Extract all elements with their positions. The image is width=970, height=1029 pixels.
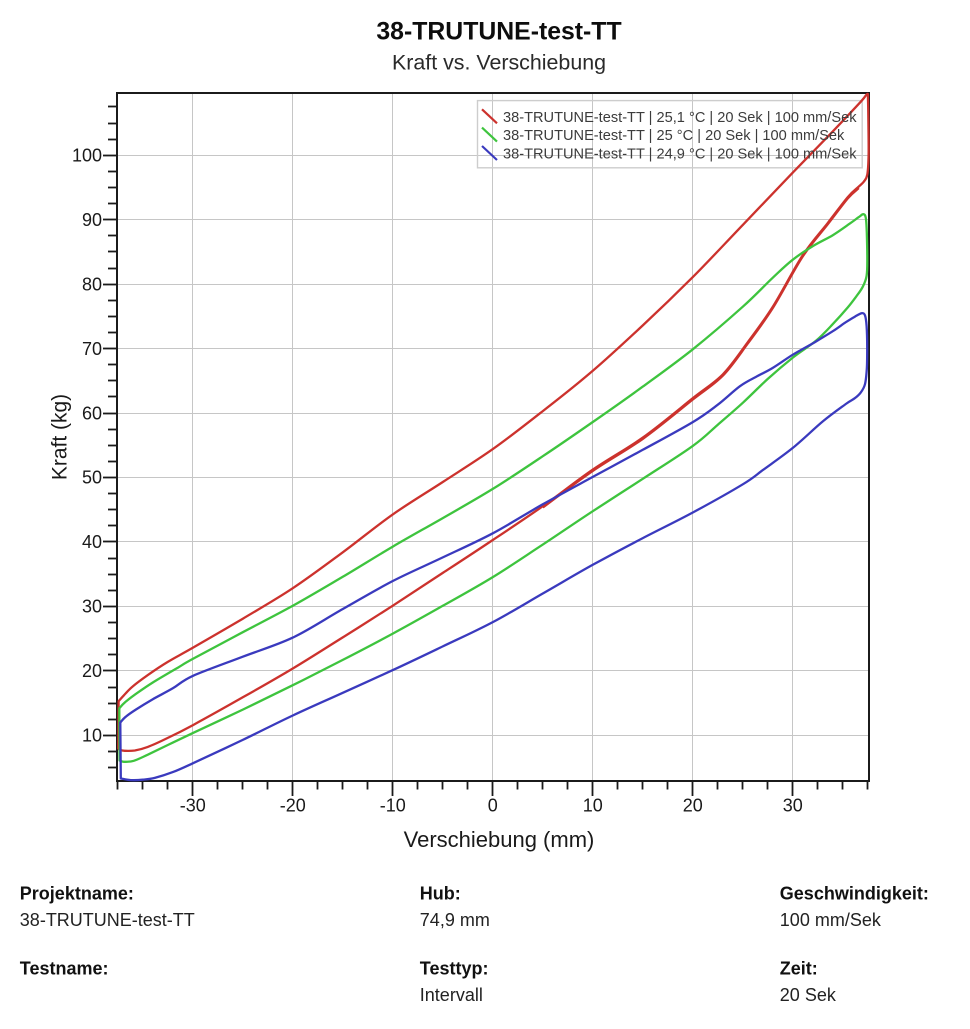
- svg-text:Kraft vs. Verschiebung: Kraft vs. Verschiebung: [392, 51, 606, 75]
- svg-text:60: 60: [82, 403, 102, 423]
- svg-text:20 Sek: 20 Sek: [780, 985, 837, 1005]
- svg-text:Hub:: Hub:: [420, 884, 461, 904]
- svg-text:38-TRUTUNE-test-TT | 25,1 °C |: 38-TRUTUNE-test-TT | 25,1 °C | 20 Sek | …: [503, 110, 857, 126]
- svg-text:10: 10: [82, 726, 102, 746]
- svg-text:Testname:: Testname:: [20, 959, 109, 979]
- svg-text:30: 30: [783, 796, 803, 816]
- svg-text:80: 80: [82, 274, 102, 294]
- svg-text:74,9 mm: 74,9 mm: [420, 910, 490, 930]
- svg-text:-10: -10: [380, 796, 406, 816]
- svg-text:Kraft (kg): Kraft (kg): [49, 394, 72, 480]
- svg-text:Intervall: Intervall: [420, 985, 483, 1005]
- svg-text:Projektname:: Projektname:: [20, 884, 134, 904]
- svg-text:70: 70: [82, 339, 102, 359]
- svg-text:Geschwindigkeit:: Geschwindigkeit:: [780, 884, 929, 904]
- svg-text:Testtyp:: Testtyp:: [420, 959, 489, 979]
- svg-text:Zeit:: Zeit:: [780, 959, 818, 979]
- svg-text:100 mm/Sek: 100 mm/Sek: [780, 910, 882, 930]
- svg-text:38-TRUTUNE-test-TT: 38-TRUTUNE-test-TT: [376, 19, 621, 46]
- svg-text:30: 30: [82, 597, 102, 617]
- svg-text:38-TRUTUNE-test-TT: 38-TRUTUNE-test-TT: [20, 910, 195, 930]
- svg-text:90: 90: [82, 210, 102, 230]
- svg-text:38-TRUTUNE-test-TT | 25 °C | 2: 38-TRUTUNE-test-TT | 25 °C | 20 Sek | 10…: [503, 128, 845, 144]
- svg-text:40: 40: [82, 532, 102, 552]
- svg-text:100: 100: [72, 145, 102, 165]
- svg-text:38-TRUTUNE-test-TT | 24,9 °C |: 38-TRUTUNE-test-TT | 24,9 °C | 20 Sek | …: [503, 147, 857, 163]
- svg-text:20: 20: [82, 661, 102, 681]
- svg-text:0: 0: [488, 796, 498, 816]
- svg-text:20: 20: [683, 796, 703, 816]
- svg-text:-20: -20: [280, 796, 306, 816]
- svg-text:10: 10: [583, 796, 603, 816]
- svg-text:Verschiebung (mm): Verschiebung (mm): [404, 827, 595, 852]
- svg-text:50: 50: [82, 468, 102, 488]
- svg-text:-30: -30: [180, 796, 206, 816]
